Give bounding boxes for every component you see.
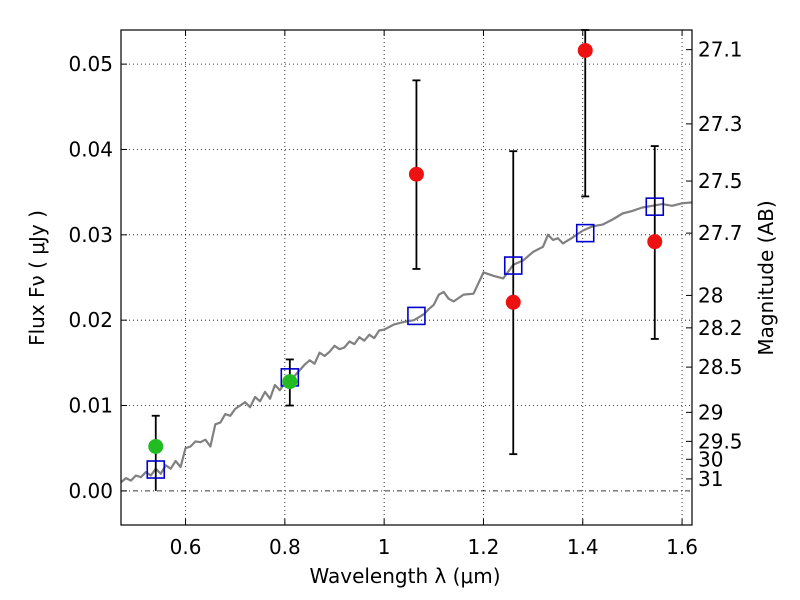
data-point bbox=[148, 438, 164, 454]
x-tick-label: 1.2 bbox=[468, 535, 500, 559]
y-tick-label: 0.02 bbox=[68, 308, 113, 332]
magnitude-tick-label: 28.2 bbox=[698, 316, 743, 340]
magnitude-axis-label: Magnitude (AB) bbox=[754, 200, 778, 355]
error-bars bbox=[151, 29, 659, 491]
magnitude-tick-label: 28.5 bbox=[698, 355, 743, 379]
x-tick-labels: 0.6 0.8 1 1.2 1.4 1.6 bbox=[170, 535, 698, 559]
measured-points bbox=[148, 42, 663, 454]
magnitude-tick-label: 31 bbox=[698, 467, 723, 491]
model-square-marker bbox=[146, 460, 166, 479]
x-axis-label: Wavelength λ (μm) bbox=[309, 564, 500, 588]
y-tick-label: 0.05 bbox=[68, 52, 113, 76]
model-square-marker bbox=[575, 223, 595, 243]
x-tick-label: 1 bbox=[378, 535, 391, 559]
x-tick-label: 0.6 bbox=[170, 535, 202, 559]
y-tick-label: 0.01 bbox=[68, 394, 113, 418]
x-tick-label: 0.8 bbox=[269, 535, 301, 559]
data-point bbox=[505, 294, 521, 310]
data-point bbox=[408, 166, 424, 182]
magnitude-tick-label: 28 bbox=[698, 283, 723, 307]
model-spectrum-line bbox=[120, 201, 693, 484]
magnitude-tick-label: 27.1 bbox=[698, 38, 743, 62]
model-square-marker bbox=[503, 256, 523, 275]
plot-frame bbox=[120, 29, 693, 526]
model-square-marker bbox=[407, 306, 426, 326]
data-point bbox=[577, 42, 593, 58]
spectrum-line bbox=[120, 201, 693, 484]
x-tick-label: 1.6 bbox=[666, 535, 698, 559]
gridlines bbox=[121, 30, 692, 525]
y-tick-labels: 0.00 0.01 0.02 0.03 0.04 0.05 bbox=[68, 52, 113, 503]
model-photometry-squares bbox=[146, 197, 665, 479]
magnitude-tick-label: 27.3 bbox=[698, 112, 743, 136]
y-tick-label: 0.03 bbox=[68, 223, 113, 247]
magnitude-tick-label: 30 bbox=[698, 447, 723, 471]
x-tick-label: 1.4 bbox=[567, 535, 599, 559]
y-tick-label: 0.04 bbox=[68, 137, 113, 161]
y-axis-label: Flux Fν ( μJy ) bbox=[25, 210, 49, 346]
magnitude-tick-label: 29.5 bbox=[698, 429, 743, 453]
data-point bbox=[282, 374, 298, 390]
data-point bbox=[647, 234, 663, 250]
magnitude-tick-label: 29 bbox=[698, 400, 723, 424]
magnitude-tick-label: 27.7 bbox=[698, 221, 743, 245]
model-square-marker bbox=[645, 197, 665, 216]
y-tick-label: 0.00 bbox=[68, 479, 113, 503]
magnitude-tick-label: 27.5 bbox=[698, 169, 743, 193]
axis-ticks bbox=[121, 30, 692, 525]
